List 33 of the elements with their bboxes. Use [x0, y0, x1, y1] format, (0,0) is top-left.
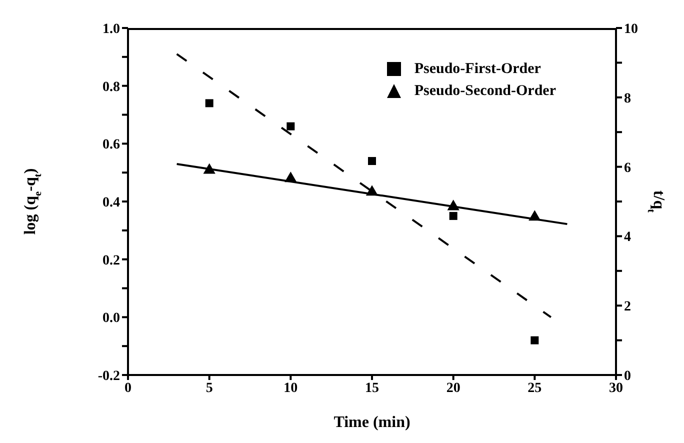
y2-tick-label: 8 — [624, 91, 631, 106]
point — [284, 172, 297, 182]
point — [368, 157, 376, 166]
x-tick-label: 15 — [365, 380, 379, 396]
y-tick-label: -0.2 — [98, 368, 120, 384]
y2-tick-label: 2 — [624, 300, 631, 315]
x-tick-label: 10 — [284, 380, 298, 396]
y-tick-label: 1.0 — [102, 22, 120, 37]
x-tick-label: 0 — [124, 380, 132, 396]
point — [528, 210, 541, 221]
x-tick-label: 20 — [446, 380, 460, 396]
x-tick-label: 5 — [206, 380, 213, 396]
point — [449, 212, 458, 220]
y2-tick-label: 4 — [624, 230, 631, 246]
x-tick-label: 30 — [609, 380, 623, 396]
y2-tick-label: 6 — [624, 160, 631, 176]
point — [205, 99, 214, 108]
legend-label: Pseudo-First-Order — [414, 60, 541, 78]
y2-tick-label: 0 — [624, 368, 631, 384]
x-axis-title: Time (min) — [334, 414, 410, 431]
y2-tick-label: 10 — [624, 22, 638, 37]
point — [286, 122, 295, 130]
point — [530, 336, 539, 344]
point — [447, 200, 460, 210]
y-tick-label: 0.4 — [102, 195, 120, 210]
y-tick-label: 0.0 — [102, 311, 120, 326]
y-tick-label: 0.6 — [102, 138, 120, 153]
x-tick-label: 25 — [528, 380, 542, 396]
point — [366, 185, 378, 196]
y-tick-label: 0.2 — [102, 253, 120, 268]
point — [203, 163, 216, 174]
y-tick-label: 0.8 — [102, 80, 120, 95]
legend-label: Pseudo-Second-Order — [414, 82, 556, 100]
